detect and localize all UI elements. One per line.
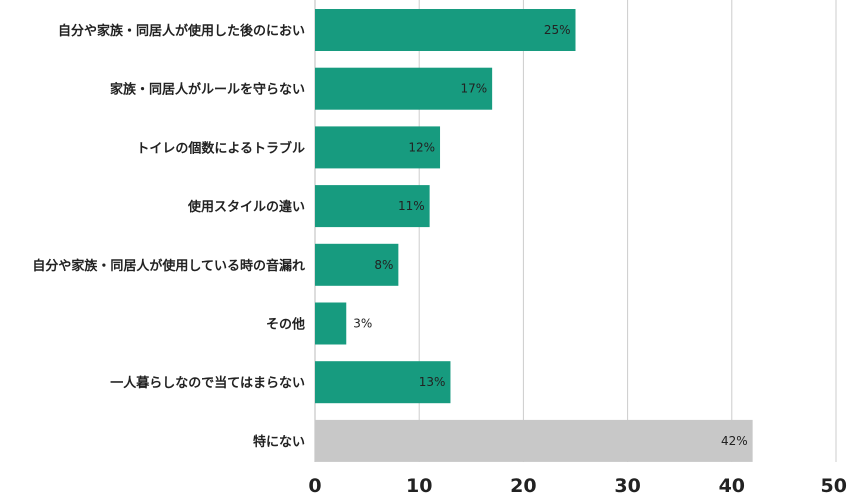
data-label: 8% bbox=[374, 258, 393, 272]
data-label: 12% bbox=[408, 140, 435, 154]
data-label: 42% bbox=[721, 434, 748, 448]
x-tick-label: 10 bbox=[406, 475, 432, 497]
category-label: 自分や家族・同居人が使用している時の音漏れ bbox=[32, 258, 305, 274]
category-label: その他 bbox=[266, 317, 305, 333]
x-tick-label: 40 bbox=[719, 475, 745, 497]
bar bbox=[315, 243, 399, 286]
x-tick-label: 0 bbox=[308, 475, 321, 497]
category-label: トイレの個数によるトラブル bbox=[136, 140, 305, 156]
category-labels: 自分や家族・同居人が使用した後のにおい家族・同居人がルールを守らないトイレの個数… bbox=[32, 23, 305, 450]
bar bbox=[315, 185, 430, 228]
bar bbox=[315, 9, 576, 51]
bar bbox=[315, 361, 451, 404]
data-label: 13% bbox=[419, 375, 446, 389]
data-label: 11% bbox=[398, 199, 425, 213]
category-label: 一人暮らしなので当てはまらない bbox=[110, 375, 305, 391]
bar bbox=[315, 126, 441, 169]
bar bbox=[315, 67, 493, 110]
data-label: 3% bbox=[353, 317, 372, 331]
bar bbox=[315, 419, 753, 462]
category-label: 使用スタイルの違い bbox=[187, 199, 305, 215]
x-tick-label: 20 bbox=[510, 475, 536, 497]
bars: 25% 17% 12% 11% 8% 3% 13% 42% bbox=[315, 9, 753, 462]
bar bbox=[315, 302, 347, 345]
x-tick-label: 30 bbox=[614, 475, 640, 497]
data-label: 25% bbox=[544, 23, 571, 37]
data-label: 17% bbox=[460, 82, 487, 96]
category-label: 特にない bbox=[253, 434, 305, 450]
x-axis-tick-labels: 0 10 20 30 40 50 bbox=[308, 475, 847, 497]
x-tick-label: 50 bbox=[821, 475, 847, 497]
category-label: 家族・同居人がルールを守らない bbox=[110, 82, 305, 98]
category-label: 自分や家族・同居人が使用した後のにおい bbox=[58, 23, 305, 39]
